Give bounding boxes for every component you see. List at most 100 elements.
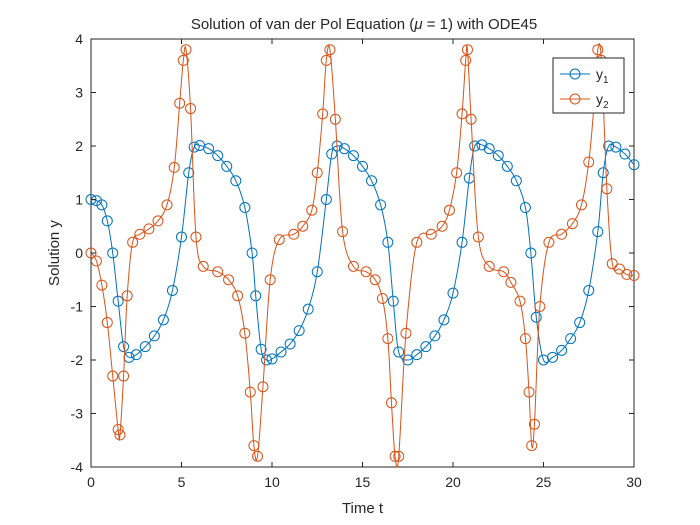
legend-label-y2: y2	[596, 91, 609, 111]
data-point-y2	[460, 54, 472, 66]
data-point-y1	[275, 346, 287, 358]
chart-title-after: = 1) with ODE45	[423, 16, 538, 33]
data-point-y2	[112, 424, 124, 436]
data-point-y2	[472, 231, 484, 243]
data-point-y1	[420, 341, 432, 353]
data-point-y2	[107, 370, 119, 382]
x-tick-label: 30	[626, 474, 642, 490]
data-point-y1	[101, 215, 113, 227]
data-point-y2	[324, 44, 336, 56]
data-point-y1	[510, 175, 522, 187]
data-point-y1	[469, 140, 481, 152]
data-point-y2	[143, 223, 155, 235]
data-point-y1	[366, 175, 378, 187]
data-point-y2	[185, 103, 197, 115]
data-point-y1	[239, 202, 251, 214]
chart-title-before: Solution of van der Pol Equation (	[191, 16, 414, 33]
data-point-y1	[375, 199, 387, 211]
data-point-y2	[519, 333, 531, 345]
data-point-y1	[230, 175, 242, 187]
data-point-y1	[411, 349, 423, 361]
data-point-y2	[252, 450, 264, 462]
data-point-y1	[603, 140, 615, 152]
chart-title: Solution of van der Pol Equation (μ = 1)…	[191, 16, 537, 33]
y-tick-label: 4	[75, 31, 83, 47]
data-point-y2	[101, 317, 113, 329]
data-point-y2	[606, 258, 618, 270]
data-point-y2	[264, 274, 276, 286]
data-point-y1	[347, 150, 359, 162]
data-point-y1	[574, 317, 586, 329]
y-tick-label: -1	[71, 299, 84, 315]
data-point-y1	[530, 311, 542, 323]
data-point-y2	[329, 113, 341, 125]
data-point-y1	[157, 314, 169, 326]
data-point-y2	[152, 215, 164, 227]
x-tick-label: 10	[264, 474, 280, 490]
data-point-y2	[177, 54, 189, 66]
data-point-y2	[400, 327, 412, 339]
data-point-y1	[592, 226, 604, 238]
data-point-y2	[543, 236, 555, 248]
data-point-y2	[311, 167, 323, 179]
axes-box	[90, 38, 635, 468]
data-point-y2	[456, 108, 468, 120]
series-y1	[85, 139, 640, 366]
data-point-y1	[118, 341, 130, 353]
data-point-y2	[628, 269, 640, 281]
data-point-y1	[130, 349, 142, 361]
data-point-y1	[483, 143, 495, 155]
data-point-y2	[601, 183, 613, 195]
data-point-y2	[451, 167, 463, 179]
data-point-y1	[176, 231, 187, 243]
data-point-y1	[547, 351, 559, 363]
data-point-y1	[284, 338, 296, 350]
data-point-y2	[411, 236, 423, 248]
series-layer	[85, 43, 640, 468]
data-point-y2	[257, 381, 269, 393]
data-point-y1	[250, 290, 262, 302]
data-point-y1	[565, 333, 577, 345]
data-point-y2	[121, 290, 133, 302]
data-point-y1	[246, 247, 258, 259]
data-point-y2	[161, 199, 173, 211]
data-point-y2	[118, 370, 130, 382]
y-axis-label: Solution y	[46, 220, 63, 286]
data-point-y2	[127, 236, 139, 248]
data-point-y2	[114, 429, 126, 441]
x-tick-label: 20	[445, 474, 461, 490]
data-point-y2	[465, 113, 477, 125]
data-point-y1	[447, 287, 459, 299]
data-point-y2	[232, 290, 244, 302]
data-point-y2	[389, 450, 401, 462]
data-point-y2	[556, 228, 568, 240]
data-point-y1	[107, 247, 119, 259]
data-point-y1	[183, 167, 195, 179]
data-point-y1	[610, 141, 622, 153]
data-point-y1	[519, 202, 531, 214]
chart-title-mu: μ	[413, 16, 422, 33]
data-point-y2	[90, 255, 102, 267]
y-tick-label: -2	[71, 352, 84, 368]
data-point-y1	[382, 236, 394, 248]
data-point-y1	[402, 354, 414, 366]
data-point-y2	[583, 156, 595, 168]
data-point-y1	[302, 303, 314, 315]
tick-layer: 0 5 10 15 20 25 30 -4 -3 -2 -1 0 1 2 3 4	[71, 31, 642, 490]
data-point-y2	[168, 161, 180, 173]
data-point-y2	[498, 266, 510, 278]
data-point-y1	[583, 284, 595, 296]
x-tick-label: 0	[87, 474, 95, 490]
data-point-y1	[456, 236, 468, 248]
x-axis-label: Time t	[342, 500, 384, 517]
y-tick-label: 3	[75, 85, 83, 101]
data-point-y1	[501, 160, 513, 172]
x-tick-label: 5	[178, 474, 186, 490]
data-point-y1	[387, 295, 399, 307]
data-point-y2	[239, 327, 251, 339]
data-point-y1	[393, 346, 405, 358]
y-tick-label: -3	[71, 406, 84, 422]
data-point-y2	[288, 228, 300, 240]
data-point-y1	[293, 325, 305, 337]
